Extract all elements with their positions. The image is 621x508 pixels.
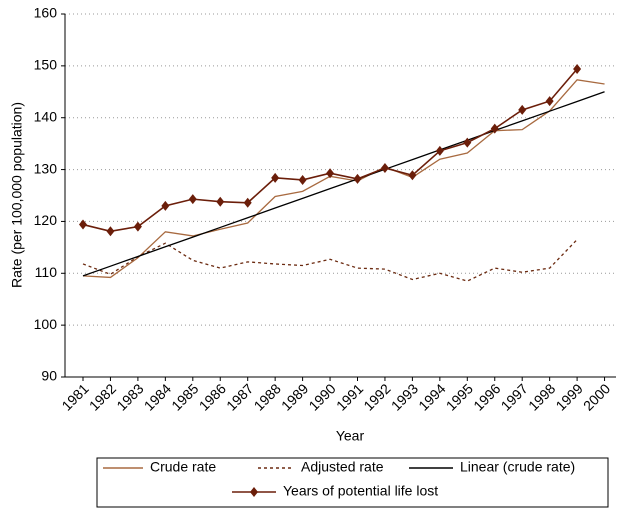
x-tick-label: 1992 xyxy=(360,380,393,413)
x-tick-label: 1983 xyxy=(113,380,146,413)
x-tick-label: 1989 xyxy=(278,380,311,413)
legend-label: Adjusted rate xyxy=(301,459,384,475)
x-tick-label: 1987 xyxy=(223,380,256,413)
x-tick-label: 1997 xyxy=(498,380,531,413)
x-tick-label: 1986 xyxy=(196,380,229,413)
x-tick-label: 1993 xyxy=(388,380,421,413)
x-tick-label: 1994 xyxy=(415,380,448,413)
y-tick-label: 130 xyxy=(34,160,58,176)
data-point xyxy=(490,123,499,134)
data-point xyxy=(518,104,527,115)
y-tick-label: 100 xyxy=(34,316,58,332)
data-point xyxy=(216,196,225,207)
x-tick-label: 1999 xyxy=(552,380,585,413)
data-point xyxy=(463,137,472,148)
x-tick-label: 1990 xyxy=(305,380,338,413)
data-point xyxy=(133,221,142,232)
y-tick-label: 160 xyxy=(34,5,58,21)
x-tick-label: 1996 xyxy=(470,380,503,413)
series-line xyxy=(82,79,605,279)
legend-label: Crude rate xyxy=(150,459,216,475)
data-point xyxy=(435,145,444,156)
y-tick-label: 110 xyxy=(35,264,58,280)
x-tick-label: 1998 xyxy=(525,380,558,413)
series-line xyxy=(82,239,578,282)
x-tick-label: 2000 xyxy=(580,380,613,413)
data-point xyxy=(380,163,389,174)
x-tick-label: 1982 xyxy=(86,380,119,413)
data-point xyxy=(271,172,280,183)
legend-marker xyxy=(250,487,258,497)
data-point xyxy=(188,194,197,205)
y-axis-label: Rate (per 100,000 population) xyxy=(9,102,25,288)
data-point xyxy=(573,63,582,74)
data-point xyxy=(161,200,170,211)
y-tick-label: 120 xyxy=(34,212,58,228)
data-point xyxy=(106,226,115,237)
series-line xyxy=(82,68,578,233)
y-tick-label: 150 xyxy=(34,57,58,73)
data-point xyxy=(79,219,87,230)
legend-box xyxy=(96,457,609,508)
data-point xyxy=(545,96,554,107)
x-tick-label: 1995 xyxy=(443,380,476,413)
y-tick-label: 90 xyxy=(41,368,57,384)
x-tick-label: 1984 xyxy=(141,380,174,413)
x-tick-label: 1988 xyxy=(251,380,284,413)
x-tick-label: 1981 xyxy=(58,380,91,413)
series-line xyxy=(82,91,605,277)
y-tick-label: 140 xyxy=(34,108,58,124)
legend-label: Years of potential life lost xyxy=(283,483,438,499)
data-point xyxy=(353,173,362,184)
legend-label: Linear (crude rate) xyxy=(460,459,575,475)
data-point xyxy=(326,168,335,179)
data-point xyxy=(408,170,417,181)
data-point xyxy=(243,197,252,208)
x-axis-label: Year xyxy=(336,428,365,444)
x-tick-label: 1985 xyxy=(168,380,201,413)
data-point xyxy=(298,174,307,185)
x-tick-label: 1991 xyxy=(333,380,366,413)
